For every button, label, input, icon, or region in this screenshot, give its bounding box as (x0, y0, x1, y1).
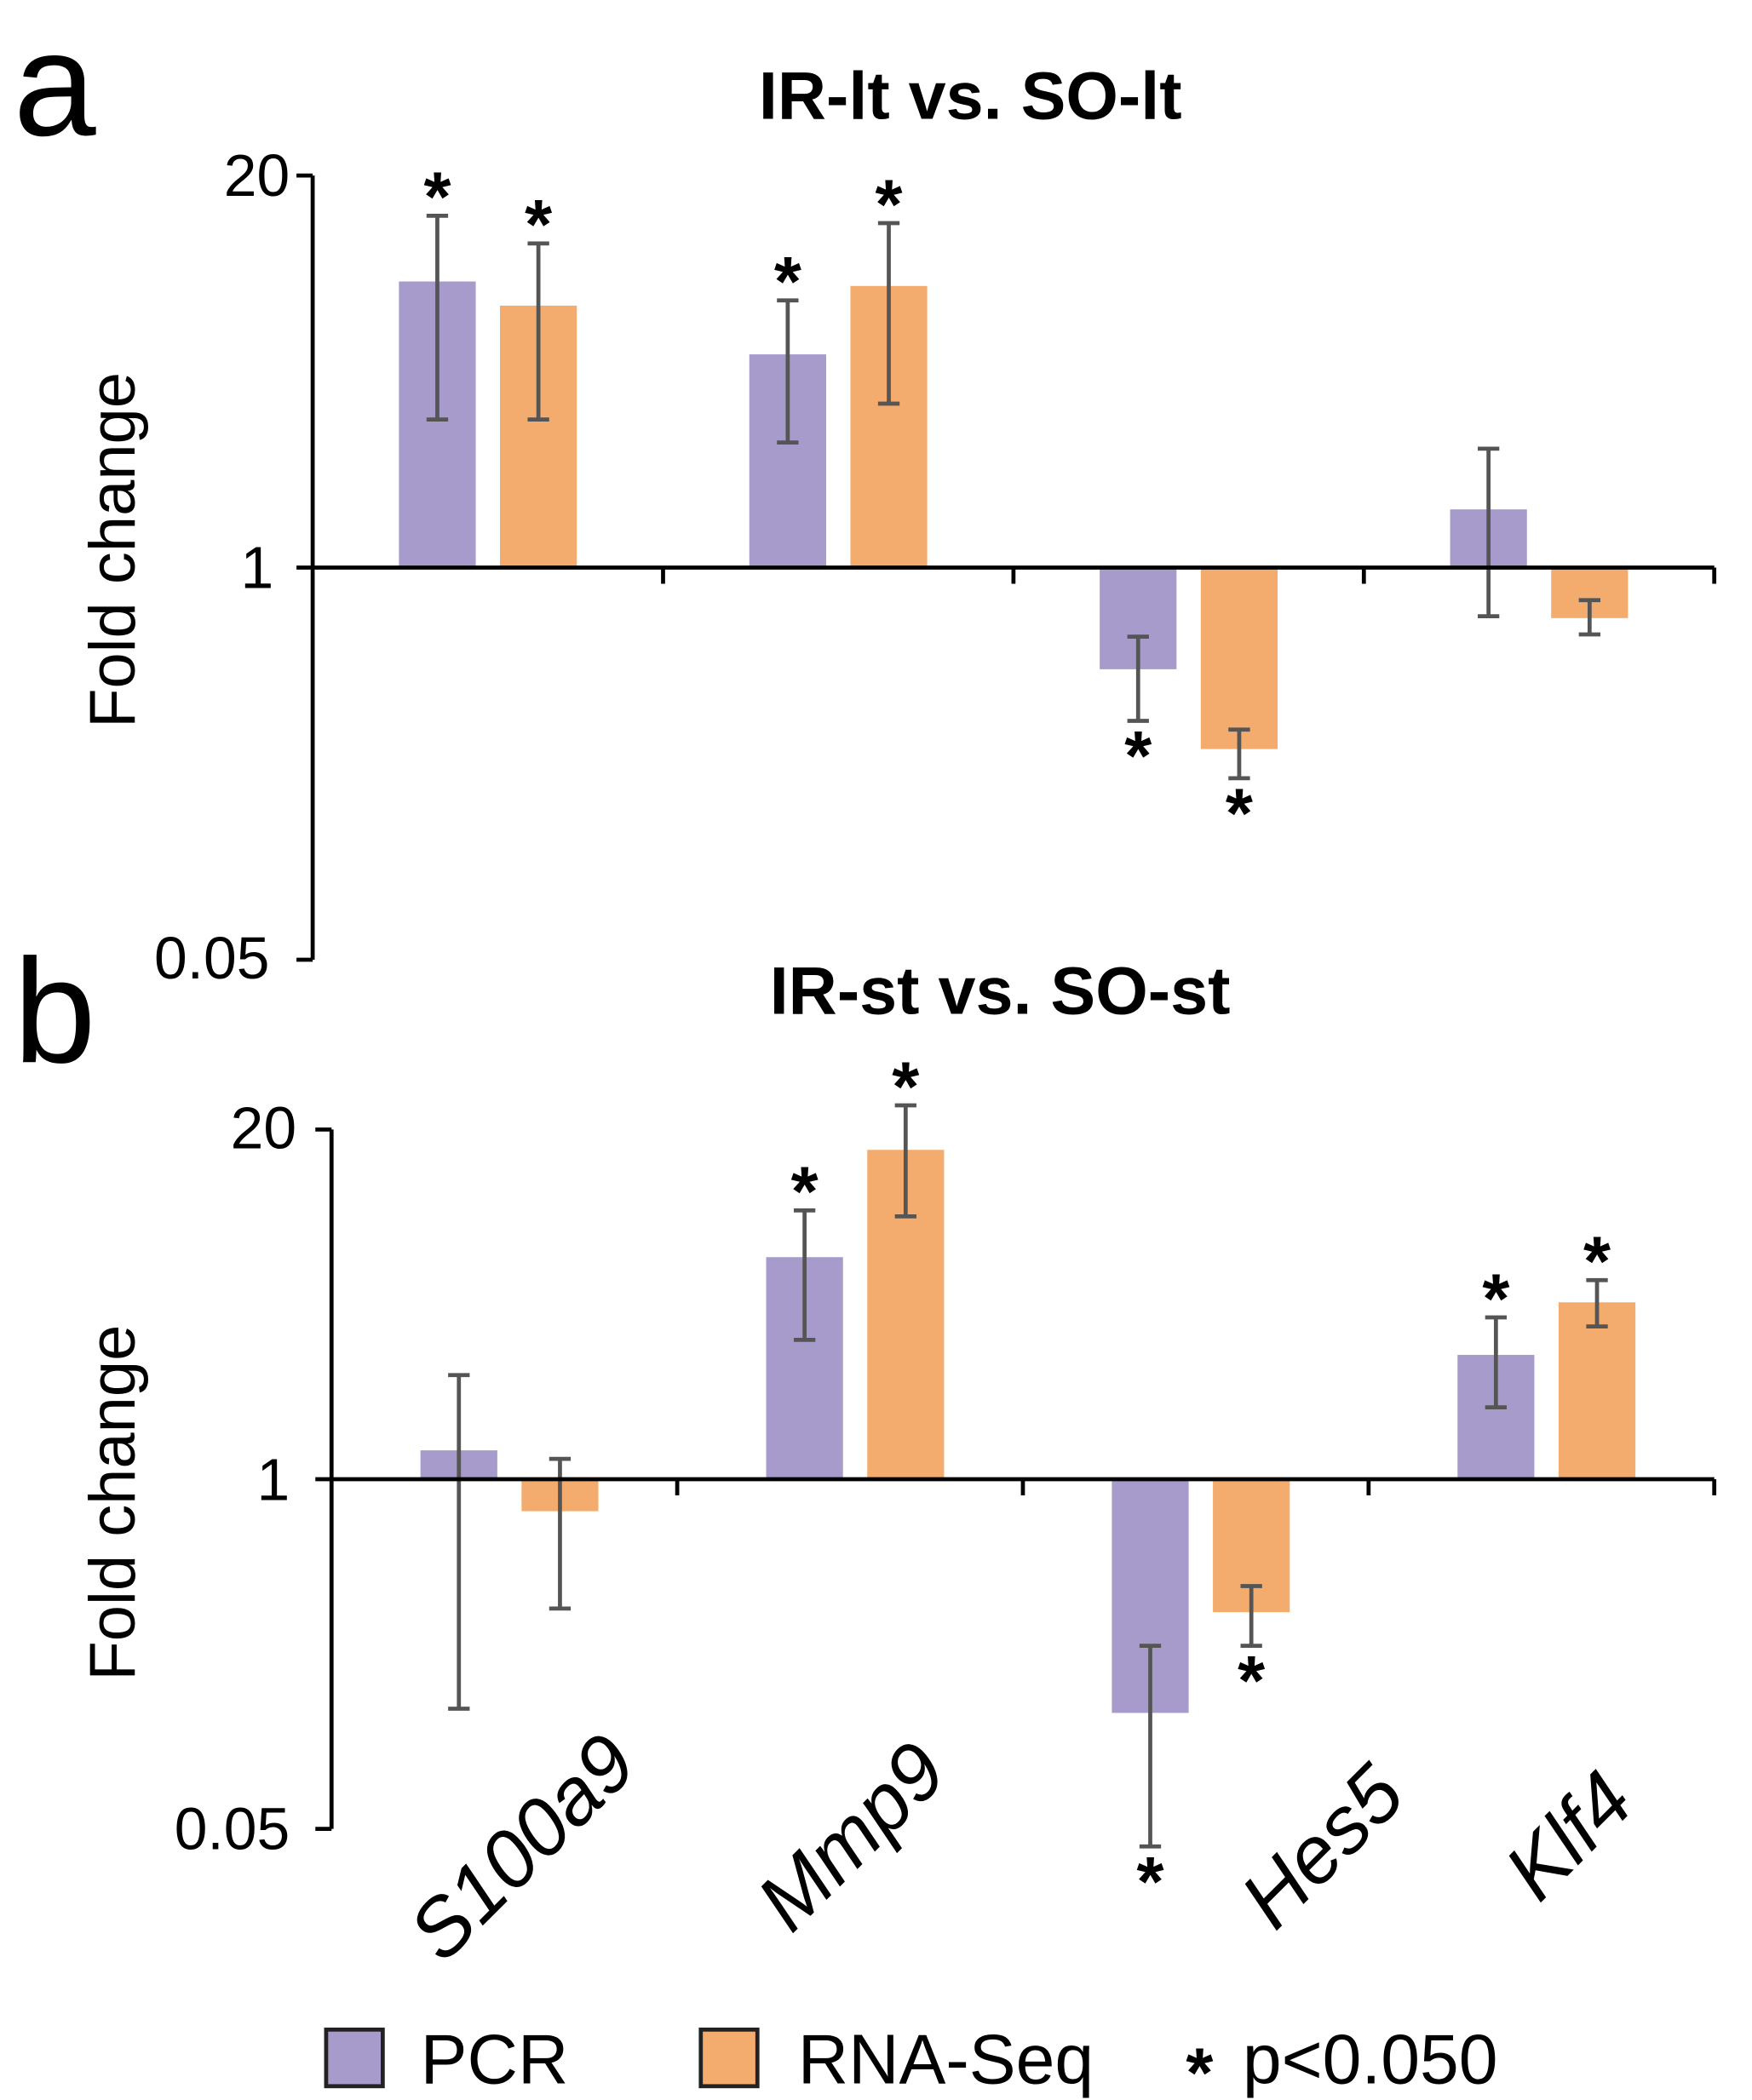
panel-b-title: IR-st vs. SO-st (770, 952, 1231, 1028)
panel-label-a: a (14, 1, 96, 167)
panel-a-significance-star: * (876, 166, 903, 244)
category-label-s100a9: S100a9 (392, 1717, 652, 1977)
panel-a-bar-rna-seq-hes5 (1200, 567, 1278, 749)
panel-label-b: b (14, 927, 96, 1093)
legend-swatch-rnaseq (698, 2027, 760, 2089)
panel-b-significance-star: * (1583, 1224, 1611, 1301)
panel-a-ytick-20: 20 (224, 142, 290, 209)
legend-swatch-pcr (324, 2027, 385, 2089)
panel-a-ytick-005: 0.05 (154, 925, 269, 991)
panel-b-significance-star: * (892, 1048, 919, 1126)
panel-a-title: IR-lt vs. SO-lt (759, 58, 1182, 134)
legend-label-pcr: PCR (421, 2022, 569, 2099)
panel-b-ytick-20: 20 (231, 1095, 296, 1162)
legend-sig-label: p<0.050 (1243, 2022, 1498, 2099)
panel-b-ylabel: Fold change (77, 1325, 149, 1681)
panel-b-ytick-005: 0.05 (175, 1795, 290, 1862)
panel-a-ytick-1: 1 (240, 534, 273, 600)
panel-b-significance-star: * (1136, 1844, 1163, 1921)
panel-a-significance-star: * (774, 244, 801, 321)
legend: PCR RNA-Seq * p<0.050 (324, 2022, 1498, 2100)
legend-sig-symbol: * (1186, 2034, 1213, 2100)
panel-b-bar-rna-seq-klf4 (1558, 1302, 1636, 1479)
category-label-mmp9: Mmp9 (740, 1725, 962, 1948)
panel-b-significance-star: * (1482, 1260, 1509, 1338)
category-label-klf4: Klf4 (1488, 1755, 1651, 1918)
panel-b-significance-star: * (1238, 1643, 1265, 1720)
panel-a-significance-star: * (1124, 718, 1152, 795)
panel-a-significance-star: * (423, 159, 451, 237)
panel-b-ytick-1: 1 (256, 1446, 290, 1512)
category-label-hes5: Hes5 (1224, 1747, 1422, 1945)
panel-a-significance-star: * (1226, 776, 1253, 853)
panel-b-significance-star: * (791, 1154, 819, 1231)
panel-a-ylabel: Fold change (77, 372, 149, 728)
legend-label-rnaseq: RNA-Seq (798, 2022, 1094, 2099)
panel-a-significance-star: * (525, 186, 552, 264)
